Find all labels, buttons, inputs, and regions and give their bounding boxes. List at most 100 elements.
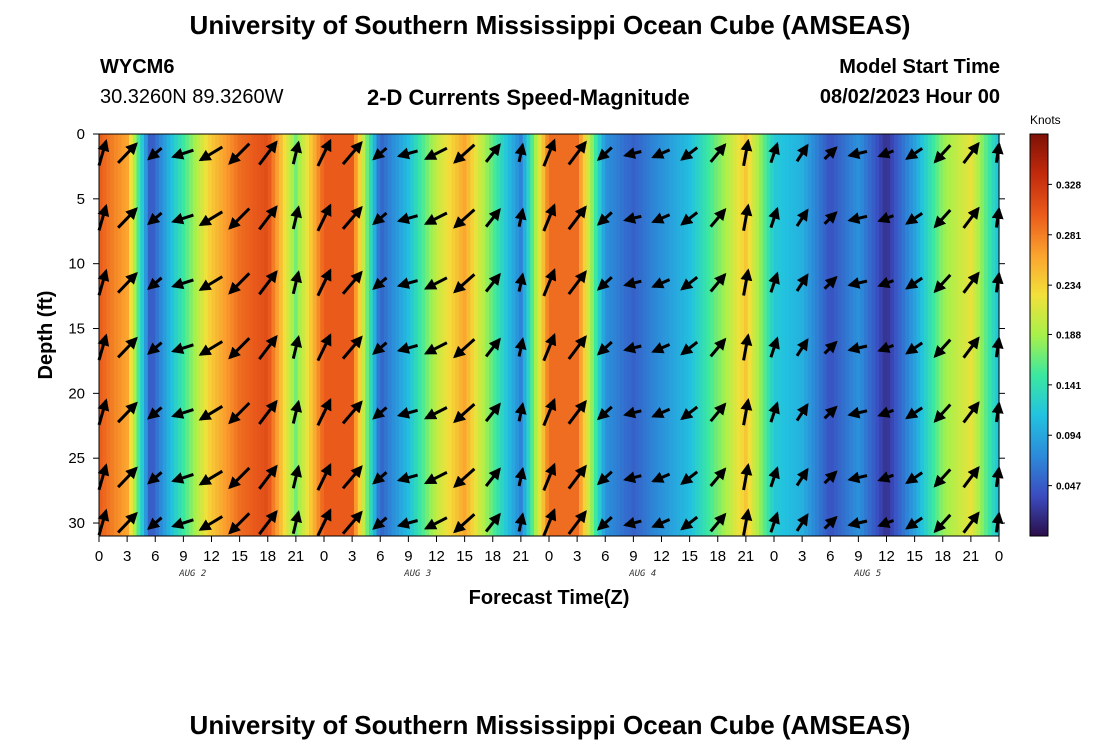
current-vector-arrow: [847, 147, 868, 160]
current-vector-arrow: [847, 212, 868, 224]
current-vector-arrow: [171, 148, 194, 160]
heatmap-cell: [605, 134, 610, 536]
current-vector-arrow: [423, 516, 448, 530]
heatmap-cell: [875, 134, 880, 536]
current-vector-arrow: [147, 211, 163, 226]
current-vector-arrow: [877, 276, 895, 289]
current-vector-arrow: [372, 516, 388, 530]
x-tick-label: 6: [376, 548, 384, 565]
colorbar: Knots 0.328 0.281 0.234 0.188 0.141 0.094 0.047: [1029, 113, 1081, 537]
colorbar-tick-label: 0.234: [1056, 281, 1081, 292]
heatmap-cell: [766, 134, 771, 536]
heatmap-cell: [740, 134, 745, 536]
heatmap-cell: [117, 134, 123, 536]
current-vector-arrow: [847, 406, 868, 419]
heatmap-cell: [564, 134, 569, 536]
heatmap-cell: [845, 134, 850, 536]
station-coords: 30.3260N 89.3260W: [100, 86, 284, 108]
heatmap-cell: [590, 134, 595, 536]
heatmap-cell: [312, 134, 318, 536]
heatmap-cell: [327, 134, 333, 536]
current-vector-arrow: [542, 138, 557, 167]
heatmap-cell: [339, 134, 344, 536]
current-vector-arrow: [651, 147, 671, 159]
x-tick-label: 3: [798, 548, 806, 565]
heatmap-cell: [950, 134, 955, 536]
current-vector-arrow: [198, 145, 224, 162]
x-tick-label: 3: [348, 548, 356, 565]
current-vector-arrow: [396, 212, 419, 225]
current-vector-arrow: [905, 147, 924, 160]
heatmap-cell: [571, 134, 576, 536]
heatmap-cell: [402, 134, 408, 536]
y-tick-label: 15: [68, 321, 85, 338]
heatmap-cell: [211, 134, 216, 536]
current-vector-arrow: [933, 338, 952, 358]
heatmap-cell: [110, 134, 115, 536]
heatmap-cell: [920, 134, 925, 536]
current-vector-arrow: [542, 397, 557, 427]
heatmap-cell: [196, 134, 201, 536]
current-vector-arrow: [514, 142, 527, 163]
heatmap-cell: [567, 134, 573, 536]
heatmap-cell: [639, 134, 644, 536]
heatmap-cell: [162, 134, 168, 536]
heatmap-cell: [582, 134, 588, 536]
x-tick-label: 15: [681, 548, 698, 565]
current-vector-arrow: [514, 401, 527, 422]
current-vector-arrow: [795, 402, 809, 422]
current-vector-arrow: [962, 511, 980, 534]
heatmap-cell: [526, 134, 531, 536]
current-vector-arrow: [453, 513, 476, 534]
heatmap-cell: [155, 134, 160, 536]
heatmap-cell: [279, 134, 284, 536]
current-vector-arrow: [680, 515, 699, 531]
current-vector-arrow: [740, 268, 753, 296]
current-vector-arrow: [258, 509, 278, 536]
current-vector-arrow: [933, 513, 952, 534]
heatmap-cell: [995, 134, 1000, 536]
current-vector-arrow: [117, 271, 138, 294]
current-vector-arrow: [316, 138, 332, 167]
heatmap-cell: [747, 134, 753, 536]
current-vector-arrow: [623, 212, 642, 224]
current-vector-arrow: [423, 211, 448, 225]
current-vector-arrow: [651, 471, 671, 483]
heatmap-cell: [335, 134, 340, 536]
heatmap-cell: [309, 134, 314, 536]
current-vector-arrow: [484, 337, 501, 358]
heatmap-cell: [654, 134, 659, 536]
current-vector-arrow: [396, 517, 419, 529]
current-vector-arrow: [341, 140, 363, 166]
current-vector-arrow: [596, 340, 613, 356]
current-vector-arrow: [484, 143, 501, 163]
current-vector-arrow: [423, 146, 448, 161]
heatmap-cell: [177, 134, 183, 536]
heatmap-cell: [474, 134, 479, 536]
current-vector-arrow: [709, 272, 727, 293]
current-vector-arrow: [97, 508, 110, 536]
current-vector-arrow: [596, 470, 613, 486]
heatmap-cell: [635, 134, 640, 536]
x-tick-label: 21: [738, 548, 755, 565]
current-vector-arrow: [341, 400, 363, 425]
heatmap-cell: [807, 134, 813, 536]
heatmap-cell: [481, 134, 486, 536]
heatmap-cell: [354, 134, 359, 536]
heatmap-cell: [159, 134, 164, 536]
current-vector-arrow: [905, 406, 924, 420]
current-vector-arrow: [290, 464, 302, 489]
heatmap-cell: [534, 134, 539, 536]
date-label: AUG 3: [404, 569, 432, 579]
current-vector-arrow: [905, 276, 924, 290]
heatmap-cell: [759, 134, 764, 536]
heatmap-cell: [432, 134, 438, 536]
heatmap-cell: [376, 134, 381, 536]
heatmap-cell: [939, 134, 944, 536]
x-tick-label: 21: [963, 548, 980, 565]
current-vector-arrow: [423, 276, 448, 290]
heatmap-cell: [935, 134, 940, 536]
current-vector-arrow: [198, 515, 224, 531]
current-vector-arrow: [423, 470, 448, 485]
heatmap-cell: [661, 134, 666, 536]
